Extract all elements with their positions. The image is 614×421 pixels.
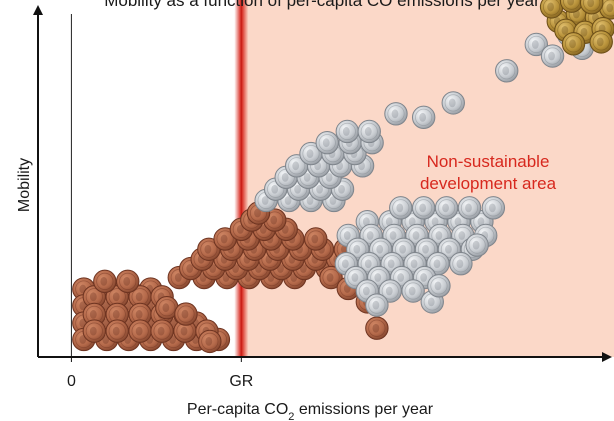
chart-title: Mobility as a function of per-capita CO … xyxy=(104,0,540,10)
x-tick-label: GR xyxy=(229,373,253,390)
silver-coin-point xyxy=(457,196,482,220)
silver-coin-point xyxy=(389,196,413,220)
x-axis-title-subscript: 2 xyxy=(288,411,294,421)
zone-label-line2: development area xyxy=(420,174,557,193)
copper-coin-point xyxy=(82,319,107,343)
silver-coin-point xyxy=(441,91,465,115)
gold-coin-point xyxy=(579,0,604,15)
silver-coin-point xyxy=(411,196,436,220)
gold-coin-point xyxy=(589,30,613,54)
silver-coin-point xyxy=(427,274,451,298)
copper-coin-point xyxy=(174,302,198,326)
x-tick-label: 0 xyxy=(67,373,76,390)
copper-coin-point xyxy=(198,329,222,354)
silver-coin-point xyxy=(449,252,473,276)
copper-coin-point xyxy=(319,265,343,290)
silver-coin-point xyxy=(524,32,549,57)
silver-coin-point xyxy=(357,119,381,144)
silver-coin-point xyxy=(495,59,519,83)
copper-coin-point xyxy=(93,269,117,294)
coin-points xyxy=(72,0,614,354)
y-axis-title: Mobility xyxy=(16,158,33,212)
silver-coin-point xyxy=(335,119,359,144)
copper-coin-point xyxy=(304,227,328,251)
silver-coin-point xyxy=(384,102,408,126)
x-axis-title-rest: emissions per year xyxy=(294,401,433,418)
x-axis-title-main: Per-capita CO xyxy=(187,401,288,418)
x-axis-title: Per-capita CO2 emissions per year xyxy=(187,401,434,421)
silver-coin-point xyxy=(465,233,489,257)
silver-coin-point xyxy=(540,44,565,68)
silver-coin-point xyxy=(481,196,506,220)
silver-coin-point xyxy=(401,279,425,303)
copper-coin-point xyxy=(105,319,129,343)
silver-coin-point xyxy=(315,130,339,155)
silver-coin-point xyxy=(411,105,436,130)
zone-label-line1: Non-sustainable xyxy=(427,152,550,171)
silver-coin-point xyxy=(434,196,459,220)
copper-coin-point xyxy=(173,319,197,343)
copper-coin-point xyxy=(365,316,389,340)
x-ticks: 0 GR xyxy=(67,357,253,390)
gold-coin-point xyxy=(539,0,564,19)
gold-coin-point xyxy=(561,32,586,56)
copper-coin-point xyxy=(105,302,129,327)
silver-coin-point xyxy=(365,293,389,317)
gr-threshold-line xyxy=(234,0,249,357)
copper-coin-point xyxy=(116,269,140,294)
copper-coin-point xyxy=(150,319,174,343)
copper-coin-point xyxy=(128,319,152,343)
